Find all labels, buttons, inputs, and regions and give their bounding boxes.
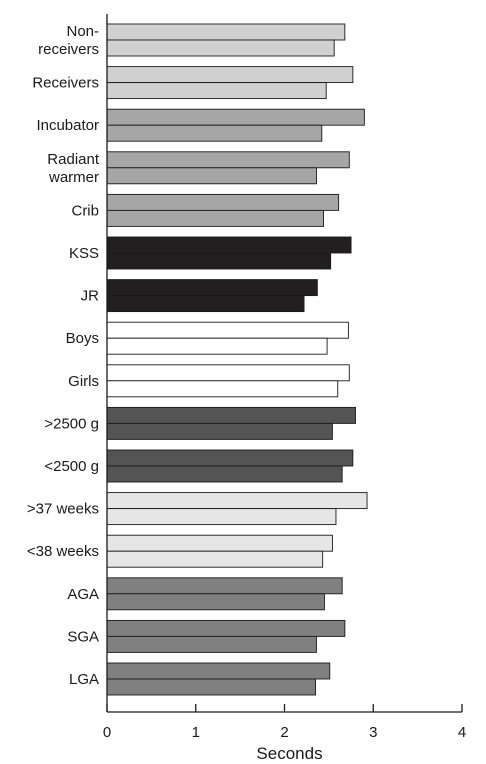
bar-13-0	[106, 577, 343, 595]
bar-9-0	[106, 406, 356, 424]
bars-group	[106, 23, 368, 696]
bar-7-0	[106, 321, 349, 339]
bar-10-1	[106, 465, 343, 483]
bar-8-0	[106, 364, 350, 382]
x-tick-label-0: 0	[103, 724, 111, 741]
bar-5-0	[106, 236, 352, 254]
bar-2-1	[106, 124, 323, 142]
category-label-12: <38 weeks	[27, 543, 99, 560]
bar-0-0	[106, 23, 346, 41]
x-tick-label-3: 3	[369, 724, 377, 741]
bar-3-1	[106, 167, 317, 185]
bar-14-0	[106, 619, 346, 637]
bar-13-1	[106, 593, 325, 611]
bar-3-0	[106, 151, 350, 169]
bar-4-1	[106, 209, 325, 227]
bar-8-1	[106, 380, 339, 398]
bar-2-0	[106, 108, 365, 126]
bar-1-0	[106, 66, 354, 84]
category-label-1: Receivers	[32, 75, 99, 92]
category-label-0-1: receivers	[38, 41, 99, 58]
bar-10-0	[106, 449, 354, 467]
x-axis-title: Seconds	[256, 744, 322, 763]
bar-12-0	[106, 534, 333, 552]
bar-12-1	[106, 550, 324, 568]
bar-9-1	[106, 422, 333, 440]
bar-5-1	[106, 252, 332, 270]
bar-15-1	[106, 678, 317, 696]
bar-7-1	[106, 337, 328, 355]
category-label-3-0: Radiant	[47, 151, 100, 168]
category-label-3-1: warmer	[48, 169, 99, 186]
category-label-10: <2500 g	[44, 458, 99, 475]
category-label-15: LGA	[69, 671, 99, 688]
category-label-7: Boys	[66, 330, 99, 347]
category-label-4: Crib	[71, 202, 99, 219]
x-tick-label-4: 4	[458, 724, 466, 741]
category-label-11: >37 weeks	[27, 501, 99, 518]
category-labels: Non-receivers Receivers Incubator Radiantwa…	[27, 23, 100, 688]
bar-6-1	[106, 295, 305, 313]
x-tick-label-1: 1	[192, 724, 200, 741]
category-label-6: JR	[81, 288, 100, 305]
bar-4-0	[106, 193, 340, 211]
bar-11-0	[106, 492, 368, 510]
x-tick-label-2: 2	[280, 724, 288, 741]
category-label-0-0: Non-	[66, 23, 99, 40]
category-label-13: AGA	[67, 586, 99, 603]
bar-11-1	[106, 508, 337, 526]
bar-1-1	[106, 82, 327, 100]
category-label-14: SGA	[67, 628, 99, 645]
bar-0-1	[106, 39, 335, 57]
x-axis-ticks: 0 1 2 3 4	[103, 704, 466, 741]
bar-15-0	[106, 662, 331, 680]
bar-6-0	[106, 279, 318, 297]
bar-14-1	[106, 635, 317, 653]
category-label-2: Incubator	[36, 117, 99, 134]
category-label-8: Girls	[68, 373, 99, 390]
category-label-9: >2500 g	[44, 415, 99, 432]
category-label-5: KSS	[69, 245, 99, 262]
